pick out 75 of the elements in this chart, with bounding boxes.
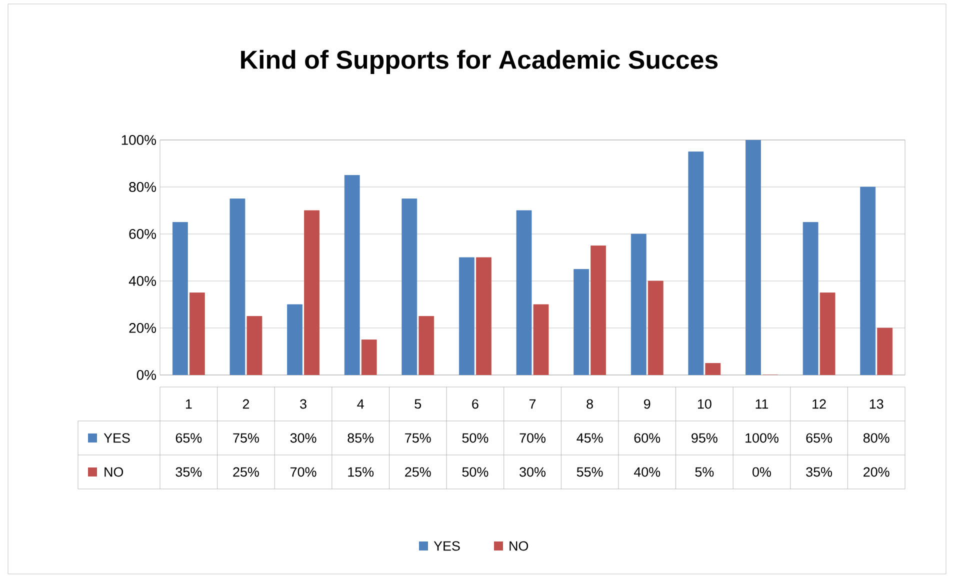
bar <box>344 175 360 375</box>
data-label: 65% <box>806 433 832 443</box>
data-label: 0% <box>752 467 771 477</box>
bar <box>287 304 302 375</box>
bar <box>630 234 646 375</box>
x-tick-label: 5 <box>414 399 422 409</box>
data-label: 40% <box>634 467 660 477</box>
data-label: 30% <box>290 433 316 443</box>
data-label: 20% <box>864 467 890 477</box>
data-label: 50% <box>462 433 488 443</box>
data-label: 5% <box>695 467 714 477</box>
data-label: 55% <box>576 467 603 477</box>
text: NO <box>510 541 528 551</box>
data-label: 85% <box>348 433 374 443</box>
bar <box>516 210 532 375</box>
x-tick-label: 1 <box>186 399 192 409</box>
data-label: 30% <box>520 467 546 477</box>
x-tick-label: 3 <box>300 399 306 409</box>
x-tick-label: 7 <box>529 399 536 409</box>
data-label: 65% <box>176 433 202 443</box>
x-tick-label: 13 <box>870 399 884 409</box>
bar <box>459 257 474 375</box>
bar <box>402 198 418 375</box>
data-label: 15% <box>348 467 374 477</box>
x-tick-label: 12 <box>812 399 826 409</box>
bar <box>802 222 818 375</box>
bar <box>172 222 188 375</box>
y-tick-label: 0% <box>136 370 156 380</box>
y-tick-label: 40% <box>128 276 156 286</box>
data-label: 45% <box>576 433 603 443</box>
data-label: 25% <box>405 467 431 477</box>
x-tick-label: 2 <box>242 399 250 409</box>
data-label: 95% <box>692 433 718 443</box>
chart-title: Kind of Supports for Academic Succes <box>241 50 718 74</box>
x-tick-label: 9 <box>644 399 650 409</box>
bar <box>189 292 205 375</box>
x-tick-label: 4 <box>357 399 364 409</box>
bar <box>820 292 836 375</box>
legend-label: NO <box>104 467 124 477</box>
bar <box>361 340 377 375</box>
x-tick-label: 6 <box>472 399 478 409</box>
bar <box>746 140 761 375</box>
data-label: 75% <box>233 433 259 443</box>
bar <box>246 316 262 375</box>
bar <box>304 210 320 375</box>
legend-label: YES <box>104 433 130 443</box>
data-label: 100% <box>746 433 778 443</box>
bar <box>877 328 893 375</box>
y-tick-label: 100% <box>122 135 156 145</box>
x-tick-label: 10 <box>698 399 712 409</box>
bar <box>230 198 246 375</box>
x-tick-label: 11 <box>756 399 768 409</box>
data-label: 70% <box>290 467 316 477</box>
text: YES <box>434 541 460 551</box>
data-label: 60% <box>634 433 660 443</box>
bar <box>860 186 876 375</box>
data-label: 70% <box>520 433 546 443</box>
y-tick-label: 20% <box>129 323 156 333</box>
data-label: 50% <box>462 467 488 477</box>
data-label: 80% <box>863 433 890 443</box>
bar <box>590 246 606 375</box>
bar <box>688 152 704 375</box>
bar <box>533 304 549 375</box>
bar <box>648 280 664 375</box>
data-label: 35% <box>806 467 832 477</box>
bar <box>574 269 590 375</box>
x-tick-label: 8 <box>586 399 593 409</box>
bar <box>476 257 492 375</box>
data-label: 25% <box>233 467 259 477</box>
bar <box>418 316 434 375</box>
bar <box>705 363 721 375</box>
data-label: 35% <box>176 467 202 477</box>
data-label: 75% <box>405 433 431 443</box>
y-tick-label: 80% <box>129 182 156 192</box>
y-tick-label: 60% <box>129 229 156 239</box>
